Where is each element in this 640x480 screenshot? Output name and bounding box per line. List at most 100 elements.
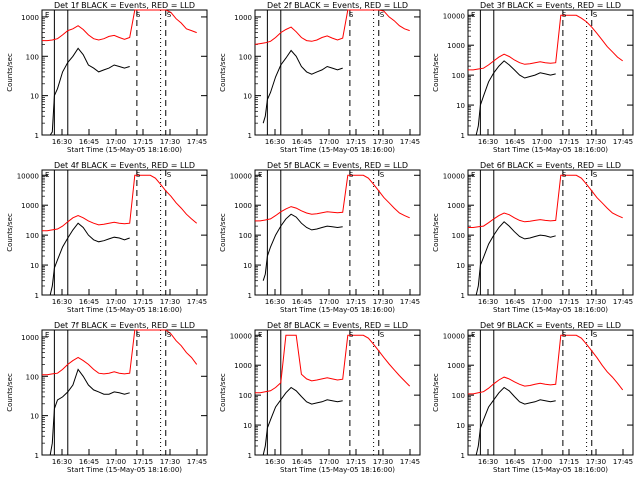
x-axis-label: Start Time (15-May-05 18:16:00) — [67, 306, 182, 314]
series-lld-line — [254, 9, 410, 45]
x-tick-label: 17:00 — [532, 138, 552, 146]
x-tick-label: 16:45 — [79, 298, 99, 306]
x-tick-label: 17:45 — [187, 298, 207, 306]
series-events-line — [475, 221, 556, 296]
x-tick-label: 17:30 — [373, 458, 393, 466]
x-axis-label: Start Time (15-May-05 18:16:00) — [493, 466, 608, 474]
x-tick-label: 17:30 — [586, 458, 606, 466]
y-tick-label: 1000 — [447, 362, 465, 370]
y-tick-label: 100 — [26, 373, 39, 381]
flag-label: E — [258, 331, 262, 339]
flag-label: S — [136, 331, 141, 339]
y-tick-label: 10000 — [443, 332, 465, 340]
series-events-line — [262, 49, 343, 124]
x-tick-label: 17:45 — [400, 458, 420, 466]
y-axis-label: Counts/sec — [432, 373, 440, 412]
x-tick-label: 17:45 — [613, 458, 633, 466]
plot-frame — [467, 9, 634, 136]
chart-title-2: Det 2f BLACK = Events, RED = LLD — [267, 1, 408, 10]
series-lld-line — [42, 174, 198, 232]
x-tick-label: 17:15 — [559, 298, 579, 306]
flag-label: E — [471, 331, 475, 339]
flag-label: S — [349, 331, 354, 339]
y-tick-label: 1000 — [21, 202, 39, 210]
x-tick-label: 17:45 — [400, 138, 420, 146]
x-tick-label: 17:45 — [613, 298, 633, 306]
x-tick-label: 17:00 — [319, 458, 339, 466]
x-tick-label: 16:30 — [52, 138, 72, 146]
y-tick-label: 100 — [452, 72, 465, 80]
flag-label: E — [471, 11, 475, 19]
flag-label: E — [45, 331, 49, 339]
series-events-line — [262, 213, 343, 281]
x-tick-label: 17:15 — [346, 458, 366, 466]
x-tick-label: 17:45 — [187, 138, 207, 146]
x-axis-label: Start Time (15-May-05 18:16:00) — [280, 466, 395, 474]
flag-label: E — [45, 171, 49, 179]
x-tick-label: 17:15 — [133, 458, 153, 466]
chart-title-8: Det 8f BLACK = Events, RED = LLD — [267, 321, 408, 330]
flag-label: S — [593, 331, 598, 339]
y-tick-label: 10000 — [230, 332, 252, 340]
x-tick-label: 16:45 — [505, 458, 525, 466]
x-tick-label: 16:30 — [265, 138, 285, 146]
y-tick-label: 1000 — [234, 14, 252, 22]
x-tick-label: 17:45 — [400, 298, 420, 306]
x-tick-label: 17:00 — [106, 138, 126, 146]
flag-label: S — [593, 11, 598, 19]
y-tick-label: 10 — [243, 262, 252, 270]
y-tick-label: 10 — [30, 262, 39, 270]
x-tick-label: 17:15 — [346, 138, 366, 146]
y-tick-label: 1 — [461, 132, 465, 140]
x-axis-label: Start Time (15-May-05 18:16:00) — [67, 466, 182, 474]
y-tick-label: 1000 — [234, 202, 252, 210]
y-tick-label: 10000 — [230, 172, 252, 180]
x-tick-label: 16:30 — [52, 298, 72, 306]
chart-panel-8: Det 8f BLACK = Events, RED = LLD 1 10 100 10… — [219, 321, 421, 474]
x-tick-label: 17:30 — [160, 138, 180, 146]
y-axis-label: Counts/sec — [219, 373, 227, 412]
flag-label: S — [380, 331, 385, 339]
chart-panel-6: Det 6f BLACK = Events, RED = LLD 1 10 100 10… — [432, 161, 634, 314]
y-axis-label: Counts/sec — [432, 53, 440, 92]
series-lld-line — [42, 329, 198, 376]
series-events-line — [475, 386, 556, 456]
y-tick-label: 100 — [26, 232, 39, 240]
y-tick-label: 100 — [452, 232, 465, 240]
flag-label: S — [380, 11, 385, 19]
chart-title-7: Det 7f BLACK = Events, RED = LLD — [54, 321, 195, 330]
series-events-line — [49, 368, 130, 456]
series-lld-line — [255, 334, 411, 394]
x-tick-label: 17:00 — [319, 298, 339, 306]
y-tick-label: 10 — [456, 262, 465, 270]
flag-label: S — [593, 171, 598, 179]
flag-label: S — [380, 171, 385, 179]
x-axis-label: Start Time (15-May-05 18:16:00) — [280, 146, 395, 154]
y-tick-label: 1 — [461, 292, 465, 300]
flag-label: E — [45, 11, 49, 19]
x-tick-label: 17:00 — [319, 138, 339, 146]
series-lld-line — [468, 334, 624, 395]
y-tick-label: 1 — [248, 132, 252, 140]
y-tick-label: 100 — [452, 392, 465, 400]
flag-label: E — [258, 171, 262, 179]
x-tick-label: 17:30 — [160, 298, 180, 306]
y-tick-label: 100 — [239, 53, 252, 61]
series-events-line — [49, 47, 130, 136]
y-axis-label: Counts/sec — [6, 373, 14, 412]
flag-label: E — [471, 171, 475, 179]
plot-frame — [467, 169, 634, 296]
series-lld-line — [255, 174, 410, 222]
series-events-line — [475, 60, 556, 136]
y-tick-label: 10 — [30, 93, 39, 101]
y-tick-label: 1 — [35, 132, 39, 140]
x-tick-label: 17:15 — [133, 298, 153, 306]
y-tick-label: 10000 — [443, 12, 465, 20]
x-tick-label: 16:45 — [79, 138, 99, 146]
x-tick-label: 16:30 — [52, 458, 72, 466]
y-tick-label: 100 — [26, 53, 39, 61]
y-tick-label: 10 — [456, 102, 465, 110]
x-tick-label: 17:15 — [559, 138, 579, 146]
x-axis-label: Start Time (15-May-05 18:16:00) — [493, 146, 608, 154]
x-tick-label: 17:45 — [187, 458, 207, 466]
